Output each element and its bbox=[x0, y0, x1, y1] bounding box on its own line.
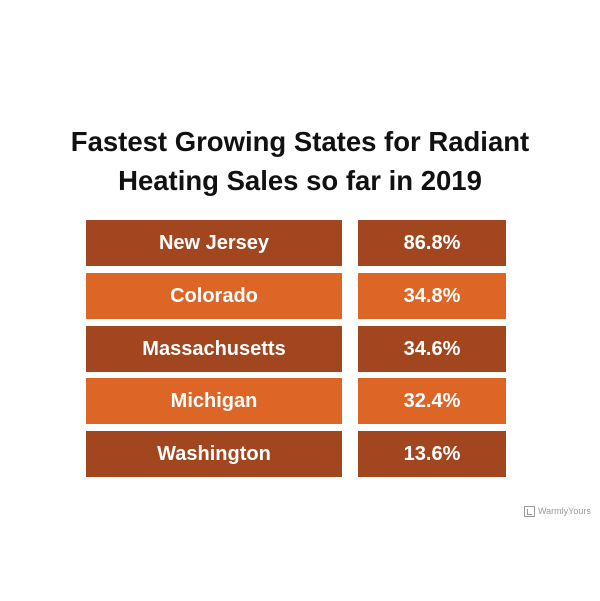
table-row: Michigan 32.4% bbox=[86, 378, 506, 424]
state-cell: Washington bbox=[86, 431, 342, 477]
state-cell: New Jersey bbox=[86, 220, 342, 266]
state-cell: Michigan bbox=[86, 378, 342, 424]
warmlyyours-logo-icon bbox=[524, 505, 535, 517]
value-cell: 34.8% bbox=[358, 273, 506, 319]
value-cell: 34.6% bbox=[358, 326, 506, 372]
chart-title-line-1: Fastest Growing States for Radiant bbox=[70, 126, 530, 157]
table-row: Colorado 34.8% bbox=[86, 273, 506, 319]
value-cell: 86.8% bbox=[358, 220, 506, 266]
value-cell: 13.6% bbox=[358, 431, 506, 477]
chart-title: Fastest Growing States for Radiant Heati… bbox=[0, 122, 600, 200]
chart-title-line-2: Heating Sales so far in 2019 bbox=[118, 165, 482, 196]
state-cell: Massachusetts bbox=[86, 326, 342, 372]
table-row: Washington 13.6% bbox=[86, 431, 506, 477]
table-row: Massachusetts 34.6% bbox=[86, 326, 506, 372]
watermark: WarmlyYours bbox=[524, 503, 591, 519]
value-cell: 32.4% bbox=[358, 378, 506, 424]
state-cell: Colorado bbox=[86, 273, 342, 319]
table-row: New Jersey 86.8% bbox=[86, 220, 506, 266]
watermark-label: WarmlyYours bbox=[538, 506, 591, 516]
